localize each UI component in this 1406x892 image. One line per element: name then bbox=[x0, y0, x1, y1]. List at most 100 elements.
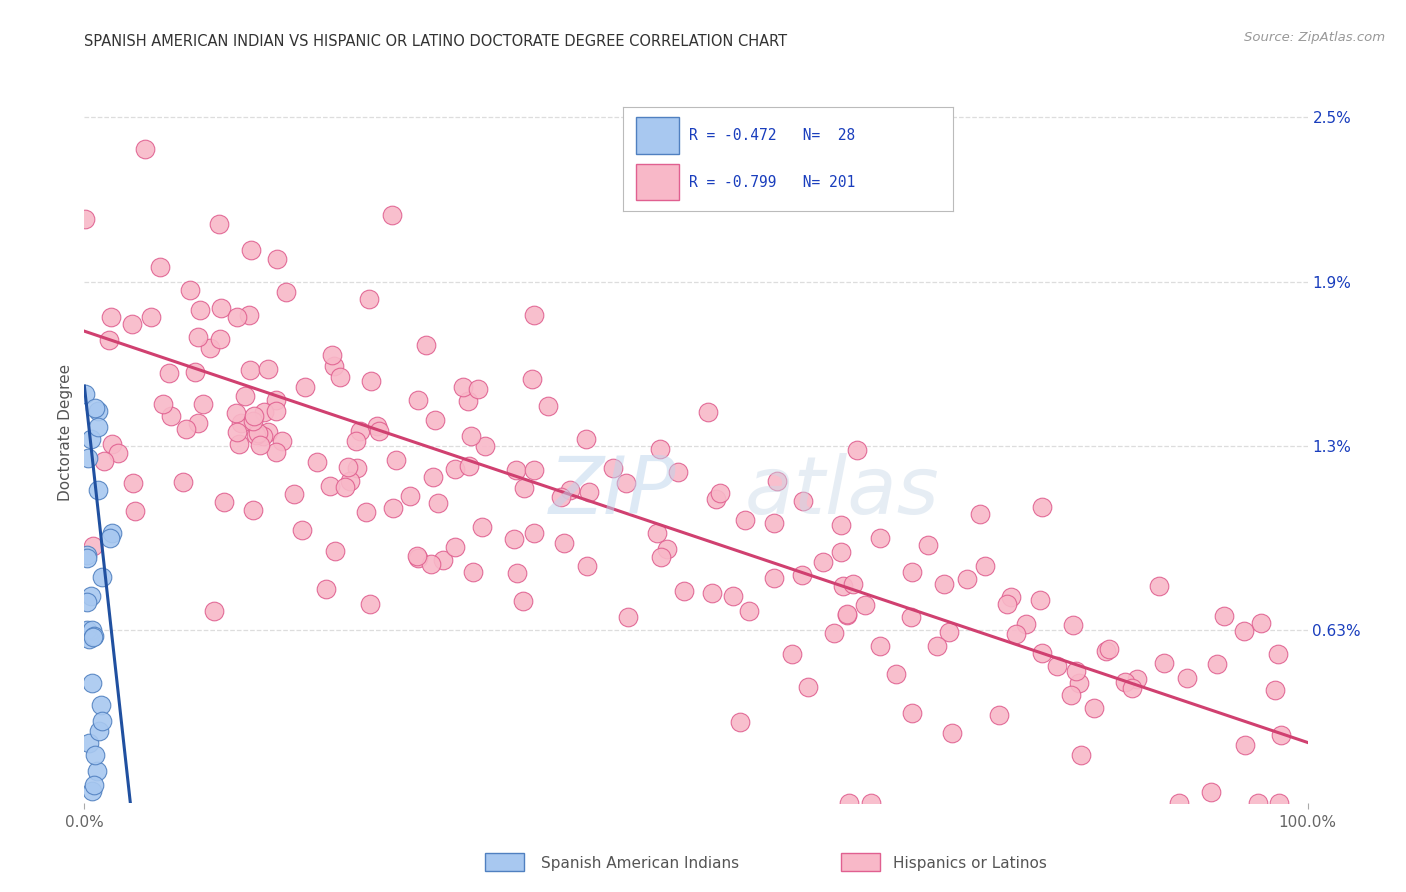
Point bbox=[315, 582, 337, 597]
Point bbox=[406, 392, 429, 407]
Point bbox=[1031, 500, 1053, 515]
Point bbox=[122, 476, 145, 491]
Point bbox=[1064, 664, 1087, 678]
Point bbox=[242, 502, 264, 516]
Point bbox=[323, 544, 346, 558]
Point bbox=[835, 607, 858, 621]
Point bbox=[90, 570, 112, 584]
Point bbox=[239, 244, 262, 258]
Point bbox=[249, 438, 271, 452]
Point bbox=[1098, 641, 1121, 656]
Point bbox=[382, 501, 405, 516]
Point bbox=[86, 764, 108, 778]
Text: Source: ZipAtlas.com: Source: ZipAtlas.com bbox=[1244, 31, 1385, 45]
Point bbox=[73, 212, 96, 227]
Point bbox=[246, 425, 269, 440]
Point bbox=[1267, 647, 1289, 661]
Text: Hispanics or Latinos: Hispanics or Latinos bbox=[893, 856, 1046, 871]
Point bbox=[700, 586, 723, 600]
Point bbox=[333, 480, 356, 494]
Point bbox=[1005, 627, 1028, 641]
Point bbox=[506, 566, 529, 580]
Point bbox=[467, 382, 489, 396]
Point bbox=[252, 429, 274, 443]
Point bbox=[202, 604, 225, 618]
Point bbox=[84, 401, 107, 416]
Point bbox=[832, 579, 855, 593]
Point bbox=[100, 310, 122, 325]
Point bbox=[432, 553, 454, 567]
Point bbox=[1114, 675, 1136, 690]
Point bbox=[513, 481, 536, 495]
Point bbox=[1234, 739, 1257, 753]
Point bbox=[1060, 688, 1083, 702]
Point bbox=[1069, 676, 1091, 690]
Point bbox=[657, 542, 679, 557]
Point bbox=[550, 490, 572, 504]
Point bbox=[1070, 748, 1092, 763]
Point bbox=[87, 483, 110, 497]
Point bbox=[90, 698, 112, 713]
Point bbox=[139, 310, 162, 325]
Point bbox=[505, 463, 527, 477]
Point bbox=[159, 409, 181, 423]
Point bbox=[1015, 617, 1038, 632]
Point bbox=[97, 333, 120, 347]
Point bbox=[239, 363, 262, 377]
Point bbox=[368, 425, 391, 439]
Point bbox=[174, 422, 197, 436]
Point bbox=[1062, 618, 1084, 632]
Point bbox=[762, 516, 785, 530]
Point bbox=[83, 778, 105, 792]
Point bbox=[229, 417, 252, 431]
Point bbox=[187, 417, 209, 431]
Point bbox=[553, 535, 575, 549]
Point bbox=[792, 568, 814, 582]
Point bbox=[869, 639, 891, 653]
Point bbox=[101, 437, 124, 451]
Point bbox=[339, 474, 361, 488]
Point bbox=[617, 610, 640, 624]
Point bbox=[420, 558, 443, 572]
Point bbox=[474, 439, 496, 453]
Point bbox=[98, 532, 121, 546]
Point bbox=[209, 301, 232, 315]
Point bbox=[329, 370, 352, 384]
Point bbox=[356, 505, 378, 519]
Point bbox=[792, 494, 814, 508]
Point bbox=[835, 607, 858, 622]
Point bbox=[1250, 616, 1272, 631]
Point bbox=[503, 533, 526, 547]
Point bbox=[941, 725, 963, 739]
Point bbox=[76, 623, 98, 637]
Point bbox=[1029, 593, 1052, 607]
Point bbox=[859, 796, 882, 810]
Point bbox=[537, 399, 560, 413]
Point bbox=[228, 436, 250, 450]
Point bbox=[1153, 657, 1175, 671]
Point bbox=[233, 389, 256, 403]
Point bbox=[1233, 624, 1256, 639]
Point bbox=[1121, 681, 1143, 695]
Point bbox=[209, 332, 232, 346]
Point bbox=[796, 680, 818, 694]
Point bbox=[76, 550, 98, 565]
Point bbox=[349, 424, 371, 438]
Point bbox=[574, 432, 596, 446]
Point bbox=[1270, 728, 1292, 742]
Point bbox=[463, 566, 485, 580]
Point bbox=[738, 604, 761, 618]
Point bbox=[1147, 579, 1170, 593]
Point bbox=[1205, 657, 1227, 671]
Point bbox=[93, 454, 115, 468]
Point bbox=[457, 393, 479, 408]
Point bbox=[406, 549, 429, 563]
Point bbox=[80, 433, 103, 447]
Point bbox=[780, 647, 803, 661]
Point bbox=[830, 545, 852, 559]
Point bbox=[245, 428, 267, 442]
Point bbox=[650, 442, 672, 456]
Point bbox=[1264, 683, 1286, 698]
Point bbox=[77, 736, 100, 750]
Point bbox=[956, 572, 979, 586]
